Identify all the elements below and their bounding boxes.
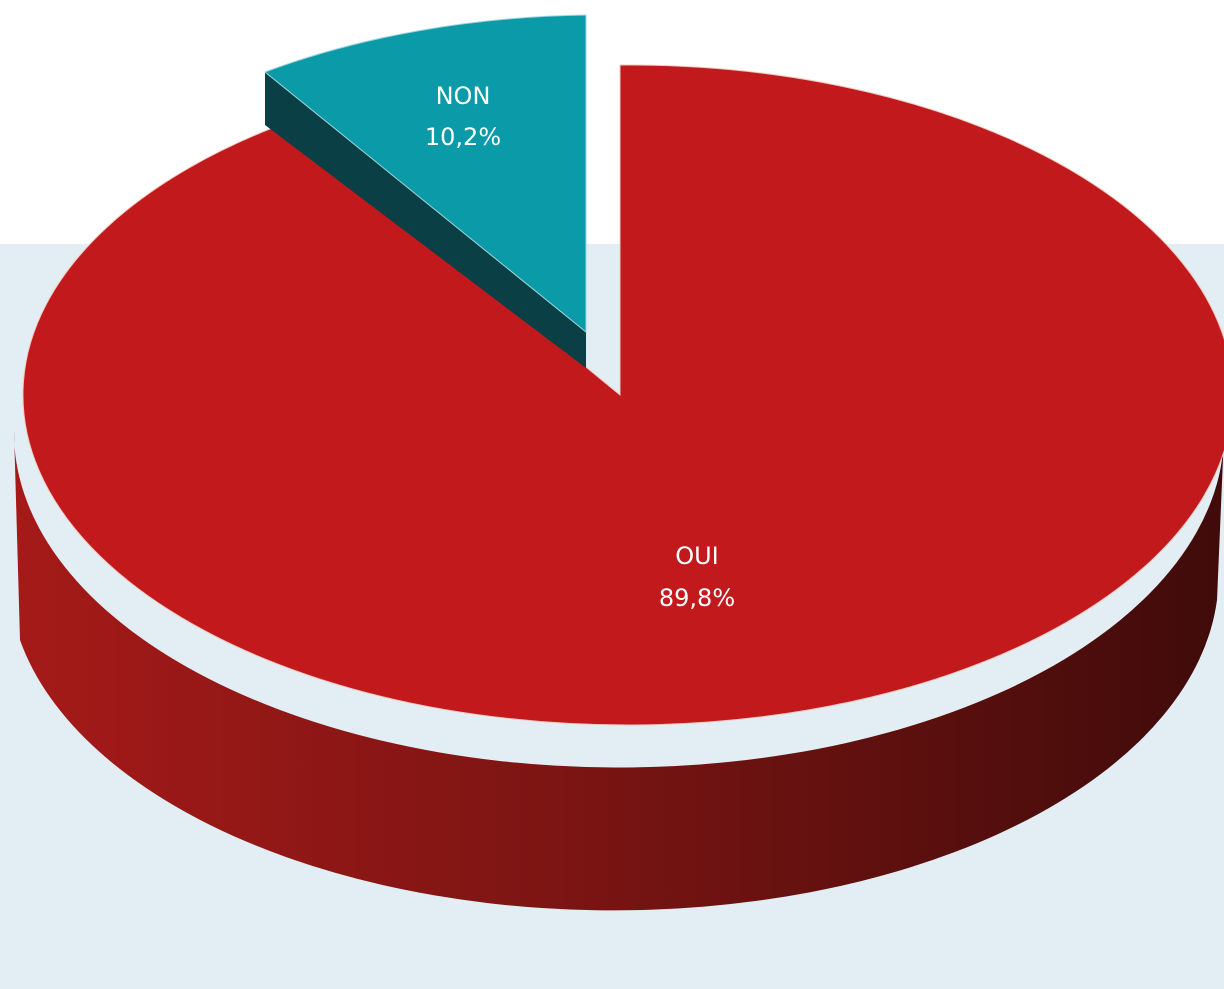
slice-label-non-name: NON: [436, 82, 491, 110]
slice-non: [264, 14, 587, 334]
slice-non-side: [265, 72, 586, 368]
slice-label-oui-name: OUI: [675, 542, 719, 570]
slice-label-oui-value: 89,8%: [659, 584, 735, 612]
slice-label-non-value: 10,2%: [425, 123, 501, 151]
slice-oui: [22, 64, 1224, 726]
slice-oui-side: [13, 430, 1224, 911]
